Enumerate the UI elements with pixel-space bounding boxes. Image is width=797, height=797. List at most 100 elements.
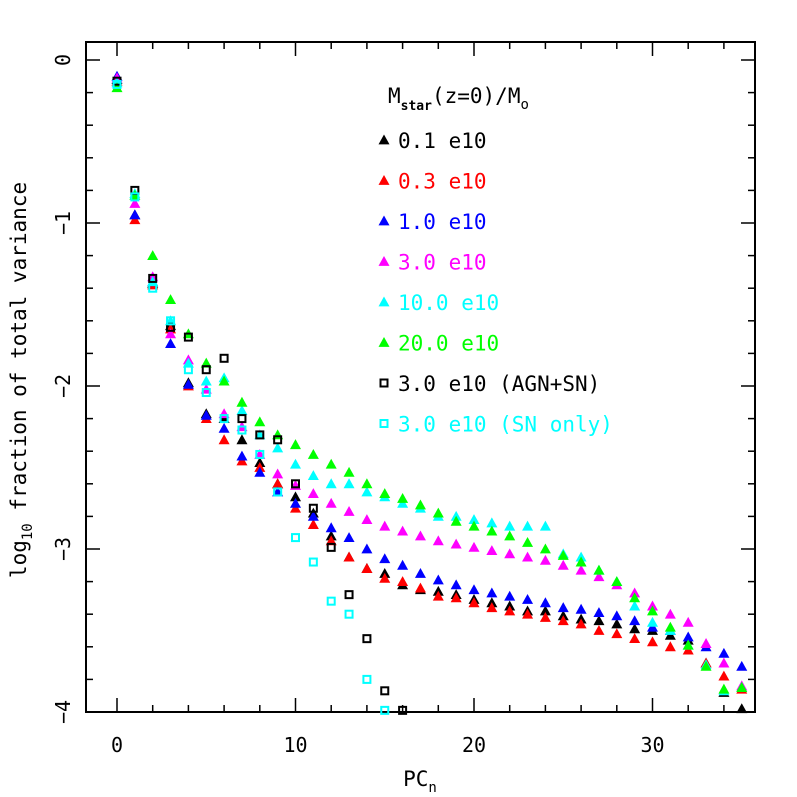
data-point [308,557,318,567]
data-point [575,556,587,567]
data-point [218,375,230,386]
series-2 [111,70,748,671]
data-point [629,615,641,626]
data-point [112,79,122,89]
data-point [182,378,194,389]
data-point [718,657,730,668]
data-point [290,497,301,508]
x-tick-label: 30 [640,733,664,757]
data-point [539,543,551,554]
legend-label: 0.3 e10 [398,170,487,194]
data-point [468,584,480,595]
legend-label: 0.1 e10 [398,129,487,153]
data-point [273,487,283,497]
data-point [575,564,587,575]
data-point [307,510,319,521]
x-tick-label: 20 [462,733,486,757]
x-tick-label: 0 [111,733,123,757]
series-5 [111,82,748,694]
data-point [362,674,372,684]
data-point [432,590,444,601]
data-point [664,641,676,652]
data-point [361,486,373,497]
data-point [236,434,248,445]
data-point [236,404,248,415]
data-point [486,545,498,556]
legend-label: 3.0 e10 [398,251,487,275]
legend-label: 20.0 e10 [398,332,499,356]
data-point [219,414,229,424]
data-point [362,634,372,644]
data-point [539,597,551,608]
data-point [414,499,426,510]
legend-marker [378,215,390,226]
data-point [219,353,229,363]
data-point [539,554,551,565]
data-point [593,615,605,626]
data-point [218,434,230,445]
data-point [575,603,587,614]
data-point [398,705,408,715]
legend-label: 3.0 e10 (SN only) [398,413,613,437]
y-tick-label: −4 [51,700,75,724]
data-point [504,548,516,559]
y-tick-label: −1 [51,211,75,235]
data-point [308,503,318,513]
data-point [255,449,265,459]
data-point [486,525,498,536]
data-point [343,466,355,477]
data-point [700,638,712,648]
data-point [148,273,158,283]
data-point [468,597,480,608]
y-tick-label: −2 [51,374,75,398]
data-point [273,435,283,445]
data-point [343,532,355,542]
data-point [736,703,748,714]
data-point [326,596,336,606]
data-point [397,576,409,586]
data-point [647,605,658,616]
data-point [165,294,177,305]
data-point [130,192,140,202]
data-point [522,608,534,619]
series-6 [112,76,408,715]
data-point [682,616,694,627]
legend-label: 10.0 e10 [398,291,499,315]
data-point [361,543,373,554]
data-point [290,439,301,450]
data-point [557,550,569,560]
data-point [291,533,300,543]
data-point [380,686,390,696]
data-point [361,514,373,525]
data-point [718,683,730,694]
data-point [682,639,694,650]
data-point [236,450,248,461]
axis-ticks [86,42,755,713]
data-point [343,506,355,516]
x-tick-label: 10 [283,733,307,757]
data-point [432,574,444,585]
legend-marker [378,134,390,145]
data-point [201,388,211,398]
data-point [647,616,658,627]
data-point [379,520,391,531]
legend-marker [379,378,389,388]
data-point [575,618,587,629]
data-point [504,590,516,601]
data-point [539,611,551,622]
data-point [290,491,301,502]
data-point [700,660,712,671]
data-point [254,466,266,477]
data-point [414,567,426,578]
data-point [272,468,284,479]
data-point [344,590,354,600]
data-point [539,520,551,531]
data-point [325,478,337,489]
data-points [111,70,748,715]
data-point [200,375,212,386]
data-point [165,338,177,349]
data-point [379,572,391,583]
data-point [291,479,300,489]
data-point [736,660,748,671]
data-point [325,497,337,508]
